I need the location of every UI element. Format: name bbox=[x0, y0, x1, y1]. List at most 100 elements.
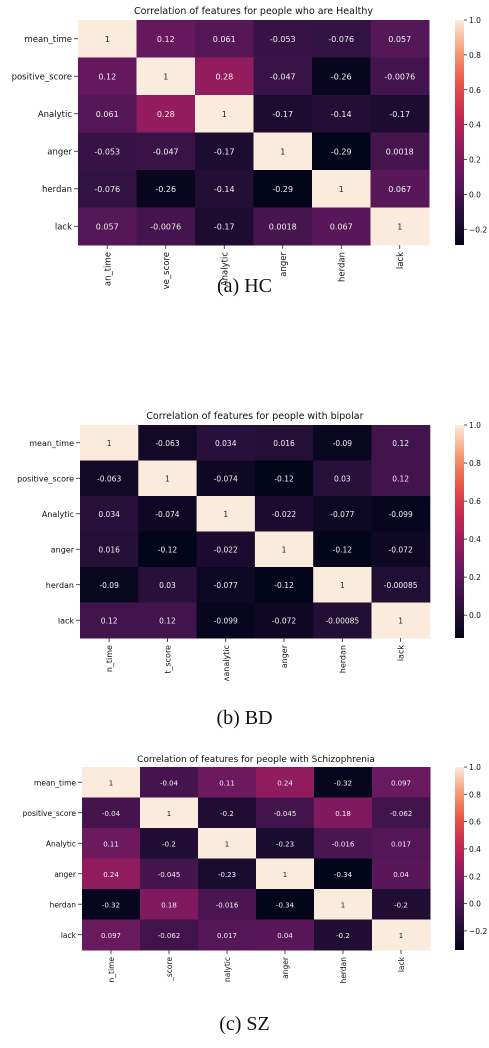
cell-value-label: 1 bbox=[280, 147, 285, 156]
heatmap-cell bbox=[82, 858, 141, 890]
heatmap-cell bbox=[313, 425, 372, 461]
column-label: _score bbox=[165, 957, 174, 982]
cell-value-label: 0.0018 bbox=[269, 222, 297, 231]
heatmap-cell bbox=[371, 602, 431, 639]
heatmap-cell bbox=[140, 828, 199, 859]
heatmap-cell bbox=[256, 919, 315, 951]
cell-value-label: -0.34 bbox=[334, 871, 353, 879]
heatmap-cell bbox=[198, 919, 257, 951]
cell-value-label: 0.067 bbox=[330, 222, 353, 231]
heatmap-cell bbox=[195, 132, 254, 171]
heatmap-cell bbox=[314, 767, 373, 798]
colorbar-tick-label: 0.2 bbox=[469, 573, 481, 582]
heatmap-cell bbox=[372, 889, 431, 920]
heatmap-cell bbox=[253, 207, 313, 246]
figure-caption-sz: (c) SZ bbox=[219, 1013, 270, 1035]
cell-value-label: -0.29 bbox=[331, 147, 352, 156]
heatmap-cell bbox=[196, 531, 256, 568]
heatmap-cell bbox=[314, 797, 373, 829]
cell-value-label: 1 bbox=[341, 901, 345, 909]
cell-value-label: -0.04 bbox=[102, 810, 121, 818]
cell-value-label: -0.12 bbox=[274, 581, 294, 590]
cell-value-label: 0.12 bbox=[392, 439, 409, 448]
row-label: positive_score bbox=[17, 474, 74, 483]
heatmap-cell bbox=[254, 531, 314, 568]
heatmap-cell bbox=[372, 919, 431, 951]
cell-value-label: -0.14 bbox=[331, 110, 352, 119]
cell-value-label: -0.12 bbox=[274, 474, 294, 483]
cell-value-label: 1 bbox=[225, 840, 229, 848]
row-label: anger bbox=[51, 545, 75, 554]
heatmap-cell bbox=[198, 767, 257, 798]
cell-value-label: -0.09 bbox=[99, 581, 119, 590]
cell-value-label: -0.077 bbox=[330, 510, 354, 519]
column-label: n_time bbox=[105, 645, 114, 672]
column-label: anger bbox=[281, 956, 290, 979]
colorbar-tick-label: 0.8 bbox=[469, 790, 481, 799]
heatmap-cell bbox=[253, 57, 313, 96]
row-label: herdan bbox=[46, 581, 74, 590]
cell-value-label: -0.34 bbox=[276, 901, 295, 909]
colorbar-tick-label: 1.0 bbox=[469, 763, 481, 772]
cell-value-label: 0.097 bbox=[101, 932, 121, 940]
colorbar-tick-label: 0.6 bbox=[469, 497, 481, 506]
cell-value-label: -0.045 bbox=[158, 871, 181, 879]
heatmap-cell bbox=[78, 170, 137, 208]
row-label: mean_time bbox=[34, 778, 76, 787]
heatmap-cell bbox=[198, 797, 257, 829]
row-label: Analytic bbox=[46, 839, 76, 848]
heatmap-cell bbox=[256, 797, 315, 829]
cell-value-label: -0.045 bbox=[274, 810, 297, 818]
cell-value-label: 1 bbox=[339, 185, 344, 194]
cell-value-label: -0.022 bbox=[214, 545, 238, 554]
row-label: herdan bbox=[50, 900, 77, 909]
cell-value-label: 1 bbox=[165, 474, 170, 483]
colorbar-tick-label: 0.0 bbox=[469, 611, 481, 620]
row-label: mean_time bbox=[29, 439, 74, 448]
cell-value-label: 0.04 bbox=[277, 932, 293, 940]
cell-value-label: 0.04 bbox=[393, 871, 409, 879]
cell-value-label: -0.063 bbox=[155, 439, 179, 448]
cell-value-label: -0.26 bbox=[155, 185, 176, 194]
heatmap-cell bbox=[312, 207, 371, 246]
cell-value-label: 0.017 bbox=[391, 840, 411, 848]
heatmap-cell bbox=[370, 132, 430, 171]
column-label: nalytic bbox=[223, 957, 232, 982]
figure-caption-hc: (a) HC bbox=[217, 275, 272, 297]
heatmap-cell bbox=[253, 95, 313, 133]
cell-value-label: -0.17 bbox=[272, 110, 293, 119]
heatmap-cell bbox=[78, 95, 137, 133]
cell-value-label: -0.23 bbox=[276, 840, 294, 848]
cell-value-label: -0.074 bbox=[214, 474, 238, 483]
heatmap-cell bbox=[195, 57, 254, 96]
cell-value-label: -0.29 bbox=[272, 185, 293, 194]
column-label: ʌanalytic bbox=[222, 645, 231, 681]
cell-value-label: 0.034 bbox=[215, 439, 237, 448]
cell-value-label: 1 bbox=[109, 779, 113, 787]
row-label: anger bbox=[47, 147, 72, 157]
cell-value-label: 0.12 bbox=[159, 616, 176, 625]
heatmap-cell bbox=[256, 889, 315, 920]
cell-value-label: 1 bbox=[167, 810, 171, 818]
cell-value-label: -0.099 bbox=[389, 510, 413, 519]
cell-value-label: 0.067 bbox=[388, 185, 411, 194]
heatmap-cell bbox=[138, 602, 198, 639]
colorbar-tick-label: 0.2 bbox=[469, 156, 481, 165]
heatmap-cell bbox=[82, 919, 141, 951]
cell-value-label: 0.18 bbox=[335, 810, 351, 818]
cell-value-label: 0.0018 bbox=[386, 147, 414, 156]
heatmap-cell bbox=[254, 425, 314, 461]
heatmap-cell bbox=[196, 496, 256, 532]
heatmap-cell bbox=[313, 496, 372, 532]
cell-value-label: -0.099 bbox=[214, 616, 238, 625]
heatmap-cell bbox=[372, 797, 431, 829]
heatmap-cell bbox=[314, 919, 373, 951]
heatmap-cell bbox=[370, 57, 430, 96]
heatmap-cell bbox=[371, 567, 431, 603]
row-label: Analytic bbox=[42, 510, 74, 519]
cell-value-label: 0.12 bbox=[101, 616, 118, 625]
heatmap-cell bbox=[256, 828, 315, 859]
cell-value-label: 0.28 bbox=[157, 110, 175, 119]
cell-value-label: 0.24 bbox=[103, 871, 119, 879]
heatmap-cell bbox=[138, 567, 198, 603]
